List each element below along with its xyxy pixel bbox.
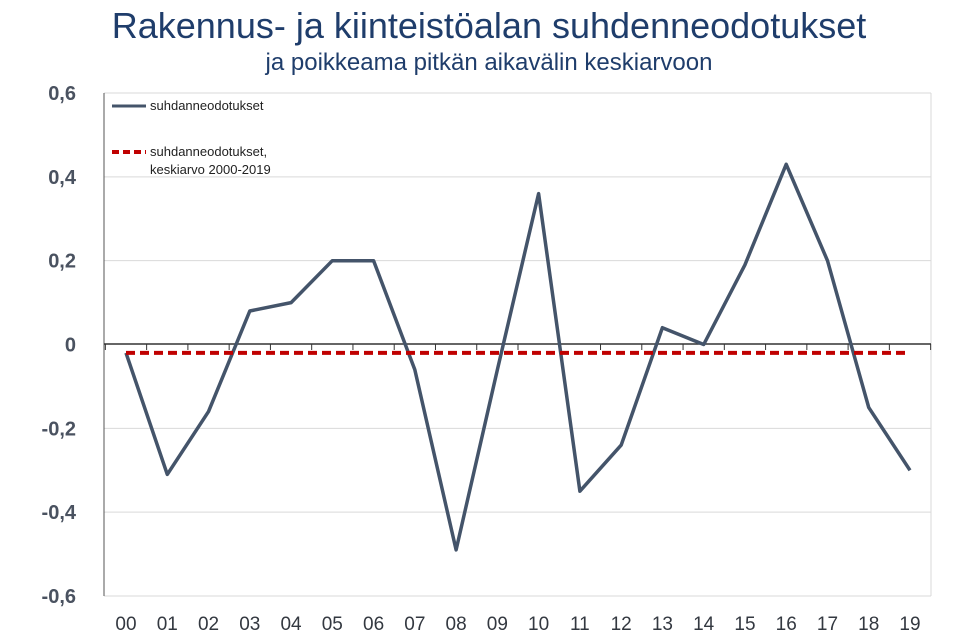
- x-tick-label: 04: [280, 614, 302, 635]
- x-tick-label: 18: [858, 614, 879, 635]
- y-tick-label: 0: [65, 335, 76, 357]
- x-tick-label: 11: [570, 614, 590, 635]
- legend: suhdanneodotukset suhdanneodotukset, kes…: [112, 98, 271, 177]
- x-tick-label: 12: [611, 614, 632, 635]
- y-tick-label: 0,2: [48, 251, 76, 273]
- x-tick-label: 19: [899, 614, 920, 635]
- x-tick-label: 17: [817, 614, 838, 635]
- x-tick-label: 03: [239, 614, 260, 635]
- y-tick-label: 0,6: [48, 83, 76, 105]
- y-tick-label: -0,6: [42, 586, 76, 608]
- x-tick-label: 08: [446, 614, 467, 635]
- x-tick-label: 14: [693, 614, 715, 635]
- x-tick-label: 07: [404, 614, 425, 635]
- chart-title: Rakennus- ja kiinteistöalan suhdenneodot…: [111, 5, 867, 46]
- x-tick-label: 00: [115, 614, 136, 635]
- x-tick-label: 13: [652, 614, 673, 635]
- x-tick-label: 05: [322, 614, 343, 635]
- x-tick-label: 15: [734, 614, 755, 635]
- x-tick-label: 10: [528, 614, 549, 635]
- series-layer: [124, 162, 912, 552]
- y-tick-label: -0,4: [42, 502, 77, 524]
- x-tick-label: 06: [363, 614, 384, 635]
- x-axis: 00 01 02 03 04 05 06 07 08 09 10 11 12 13 14 15 16 17 18 19: [104, 343, 932, 635]
- series-line-suhdanneodotukset: [124, 162, 912, 552]
- legend-label-average-line2: keskiarvo 2000-2019: [150, 162, 271, 177]
- x-tick-label: 02: [198, 614, 219, 635]
- y-tick-label: 0,4: [48, 167, 77, 189]
- y-axis: 0,6 0,4 0,2 0 -0,2 -0,4 -0,6: [42, 83, 105, 608]
- x-tick-label: 01: [157, 614, 178, 635]
- legend-label-average-line1: suhdanneodotukset,: [150, 144, 267, 159]
- x-tick-label: 09: [487, 614, 508, 635]
- chart-subtitle: ja poikkeama pitkän aikavälin keskiarvoo…: [265, 49, 713, 76]
- x-tick-label: 16: [776, 614, 797, 635]
- legend-label-suhdanneodotukset: suhdanneodotukset: [150, 98, 264, 113]
- y-tick-label: -0,2: [42, 418, 76, 440]
